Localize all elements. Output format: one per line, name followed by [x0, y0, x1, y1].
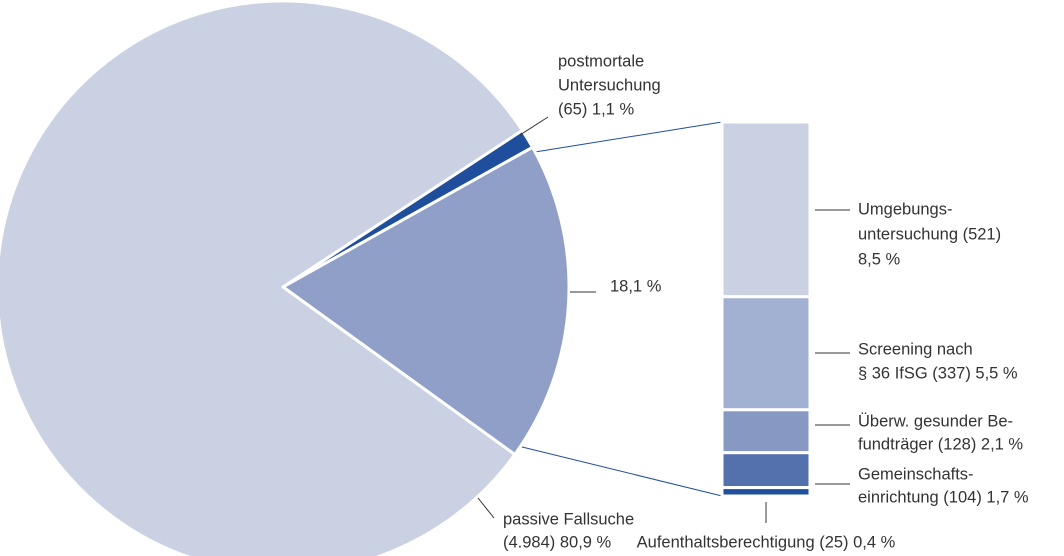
- bar-segment: [720, 451, 812, 490]
- pie-label: (65) 1,1 %: [558, 100, 634, 118]
- bar-label: Überw. gesunder Be-: [858, 412, 1013, 430]
- bar-label: 8,5 %: [858, 250, 901, 268]
- pie-label: postmortale: [558, 52, 644, 70]
- pie-label: 18,1 %: [610, 277, 662, 295]
- bar-segment: [720, 486, 812, 498]
- bar-segment: [720, 408, 812, 455]
- connector: [517, 445, 723, 497]
- bar-label: untersuchung (521): [858, 225, 1001, 243]
- bar-label: Aufenthaltsberechtigung (25) 0,4 %: [637, 533, 896, 551]
- bar-label: Screening nach: [858, 340, 973, 358]
- leader-line: [519, 116, 549, 136]
- bar-segment: [720, 295, 812, 412]
- pie-label: (4.984) 80,9 %: [503, 533, 612, 551]
- pie-slice: [281, 145, 571, 457]
- bar-label: Gemeinschafts-: [858, 465, 974, 483]
- pie-label: Untersuchung: [558, 76, 661, 94]
- bar-label: Umgebungs-: [858, 200, 952, 218]
- connector: [534, 121, 723, 153]
- bar-segment: [720, 120, 812, 299]
- bar-label: fundträger (128) 2,1 %: [858, 435, 1023, 453]
- bar-label: § 36 IfSG (337) 5,5 %: [858, 364, 1018, 382]
- bar-label: einrichtung (104) 1,7 %: [858, 488, 1029, 506]
- leader-line: [477, 497, 495, 519]
- pie-label: passive Fallsuche: [503, 510, 634, 528]
- pie-slice: [0, 0, 524, 556]
